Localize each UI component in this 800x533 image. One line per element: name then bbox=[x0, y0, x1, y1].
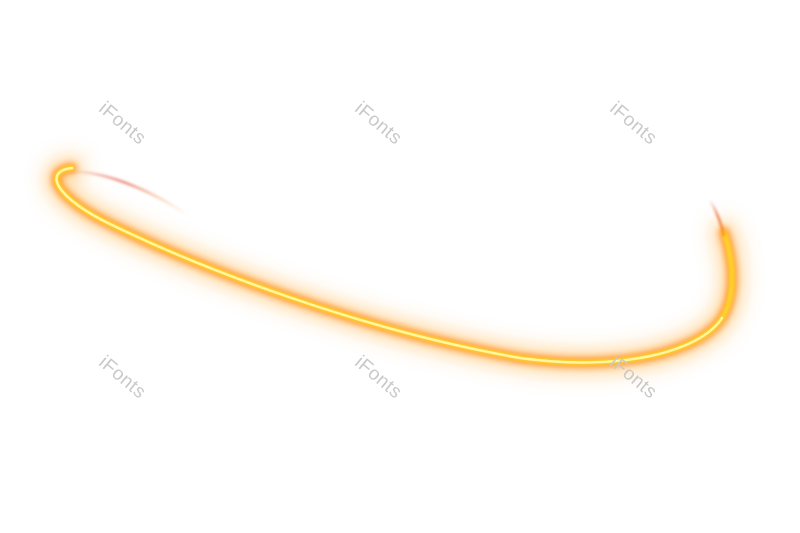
streak-right-tail bbox=[708, 199, 726, 237]
streak-main-arc bbox=[43, 155, 745, 376]
